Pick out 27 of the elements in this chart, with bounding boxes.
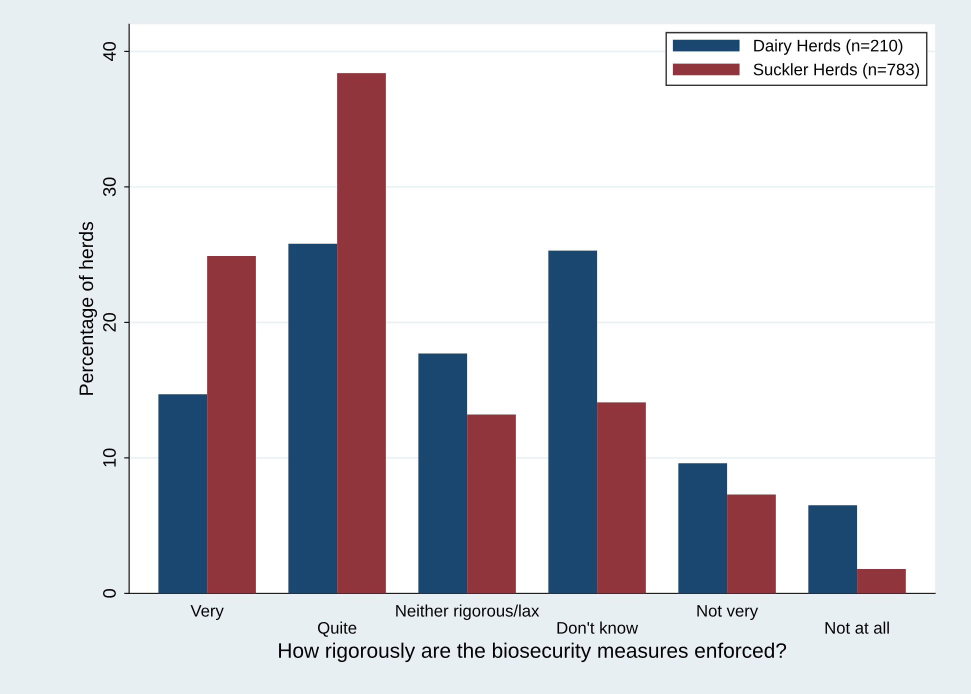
legend-label: Suckler Herds (n=783): [754, 63, 920, 79]
bar: [288, 244, 338, 594]
y-tick-label: 30: [103, 178, 116, 196]
bar: [467, 414, 516, 594]
bar: [678, 463, 728, 594]
y-axis-title: Percentage of herds: [78, 222, 98, 395]
bar: [207, 256, 256, 594]
bar: [857, 568, 906, 594]
y-tick-label: 10: [103, 448, 116, 467]
bar: [808, 505, 858, 594]
x-tick-label: Very: [190, 605, 224, 620]
legend-label: Dairy Herds (n=210): [754, 39, 902, 55]
y-tick-label: 0: [103, 589, 116, 598]
y-tick-label: 20: [103, 313, 116, 332]
bar: [597, 402, 646, 594]
x-axis-title: How rigorously are the biosecurity measures enforced?: [279, 642, 786, 662]
y-tick-label: 40: [103, 42, 116, 62]
x-tick-label: Don't know: [558, 622, 638, 634]
bar: [727, 494, 776, 594]
x-tick-label: Not very: [697, 605, 758, 620]
x-tick-label: Quite: [318, 622, 356, 637]
bar: [337, 73, 386, 594]
x-tick-label: Not at all: [826, 622, 889, 634]
bar: [418, 354, 468, 594]
bar: [158, 394, 208, 594]
bar: [548, 250, 598, 594]
x-tick-label: Neither rigorous/lax: [396, 604, 540, 620]
